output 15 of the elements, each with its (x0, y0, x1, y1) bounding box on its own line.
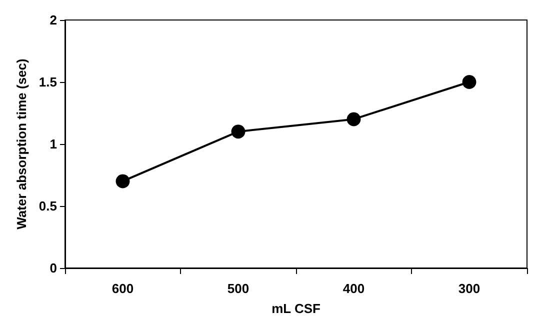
x-tick-label: 600 (112, 281, 134, 296)
y-tick-label: 1 (50, 136, 57, 152)
point (116, 174, 130, 188)
y-axis-title: Water absorption time (sec) (14, 58, 30, 230)
x-tick-label: 300 (458, 281, 480, 296)
y-tick-label: 2 (50, 12, 57, 28)
point (231, 124, 246, 139)
point (346, 112, 361, 126)
x-axis-title: mL CSF (272, 301, 320, 316)
x-tick-label: 500 (227, 281, 250, 296)
y-tick-label: 0 (50, 260, 57, 276)
point (462, 75, 476, 89)
y-tick-label: 0.5 (38, 198, 57, 214)
x-tick-label: 400 (342, 281, 365, 296)
y-tick-label: 1.5 (38, 74, 57, 90)
